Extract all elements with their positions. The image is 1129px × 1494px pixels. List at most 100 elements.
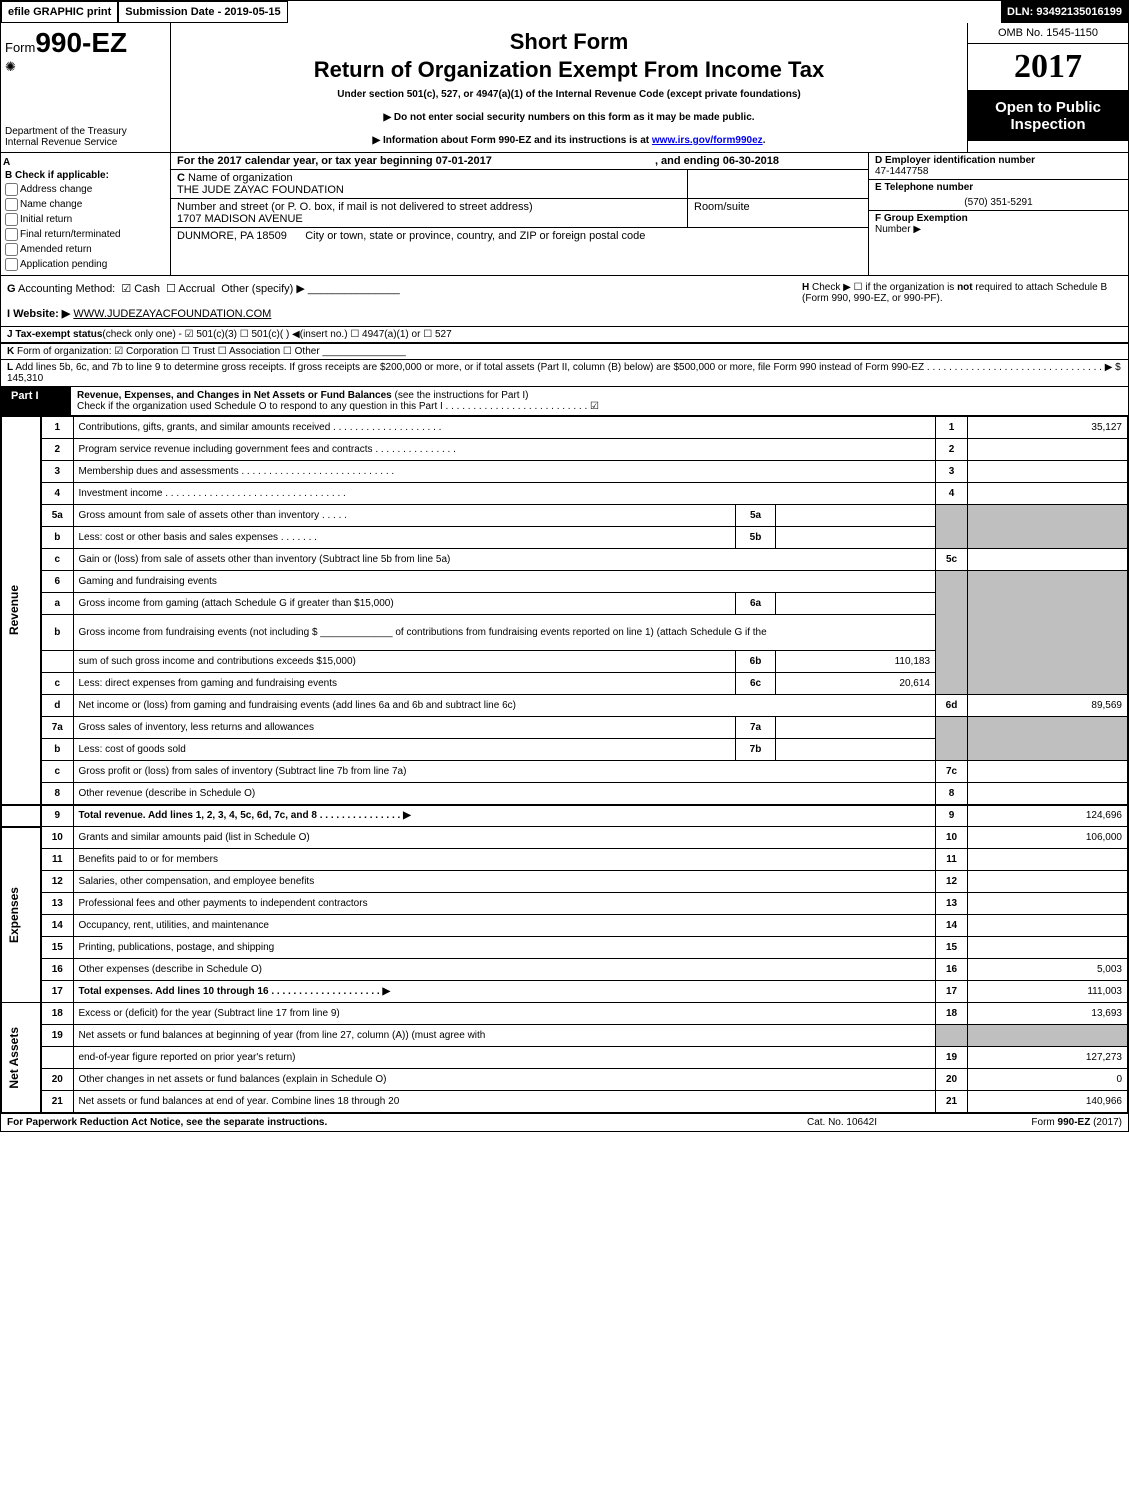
line-num	[41, 1047, 73, 1069]
table-row: 21 Net assets or fund balances at end of…	[2, 1091, 1128, 1113]
line-num	[41, 651, 73, 673]
l-label: L	[7, 362, 13, 373]
line-rnum: 8	[936, 783, 968, 805]
checkbox-address-change[interactable]	[5, 183, 18, 196]
line-desc: Total expenses. Add lines 10 through 16 …	[73, 981, 936, 1003]
line-desc: Net assets or fund balances at beginning…	[73, 1025, 936, 1047]
b-text: Check if applicable:	[15, 170, 109, 181]
section-b-checkboxes: A B Check if applicable: Address change …	[1, 153, 171, 275]
footer-right: Form 990-EZ (2017)	[942, 1117, 1122, 1128]
line-num: 2	[41, 439, 73, 461]
l17-desc: Total expenses. Add lines 10 through 16	[79, 986, 269, 997]
line-desc: Gain or (loss) from sale of assets other…	[73, 549, 936, 571]
table-row: 6 Gaming and fundraising events	[2, 571, 1128, 593]
line-rnum: 12	[936, 871, 968, 893]
line-rnum: 10	[936, 827, 968, 849]
checkbox-initial-return[interactable]	[5, 213, 18, 226]
department-label: Department of the Treasury Internal Reve…	[5, 126, 166, 148]
part-1-header: Part I Revenue, Expenses, and Changes in…	[1, 387, 1128, 416]
line-desc: Program service revenue including govern…	[73, 439, 936, 461]
line-num: 8	[41, 783, 73, 805]
part-1-title: Revenue, Expenses, and Changes in Net As…	[71, 387, 1128, 415]
line-desc: Other revenue (describe in Schedule O)	[73, 783, 936, 805]
line-desc: Grants and similar amounts paid (list in…	[73, 827, 936, 849]
part-1-title-text: Revenue, Expenses, and Changes in Net As…	[77, 390, 395, 401]
phone-value: (570) 351-5291	[875, 197, 1122, 208]
city-label: City or town, state or province, country…	[305, 230, 645, 242]
k-text: Form of organization: ☑ Corporation ☐ Tr…	[17, 346, 320, 357]
line-mnum: 5a	[736, 505, 776, 527]
irs-link[interactable]: www.irs.gov/form990ez	[652, 135, 763, 146]
h-text: Check ▶ ☐ if the organization is	[812, 282, 957, 293]
c-text: Name of organization	[188, 172, 293, 184]
line-rval	[968, 549, 1128, 571]
table-row: 14 Occupancy, rent, utilities, and maint…	[2, 915, 1128, 937]
h-check: H Check ▶ ☐ if the organization is not r…	[802, 282, 1122, 320]
form-title: Return of Organization Exempt From Incom…	[181, 57, 957, 83]
line-num: 6	[41, 571, 73, 593]
short-form-label: Short Form	[181, 29, 957, 55]
line-desc: Benefits paid to or for members	[73, 849, 936, 871]
line-desc: Gross sales of inventory, less returns a…	[73, 717, 736, 739]
header-left: Form990-EZ ✺ Department of the Treasury …	[1, 23, 171, 152]
footer-left: For Paperwork Reduction Act Notice, see …	[7, 1117, 742, 1128]
line-rnum: 1	[936, 417, 968, 439]
checkbox-amended-return[interactable]	[5, 243, 18, 256]
checkbox-application-pending[interactable]	[5, 258, 18, 271]
g-other: Other (specify) ▶	[221, 283, 305, 295]
side-label-netassets: Net Assets	[7, 1027, 21, 1089]
line-num: 3	[41, 461, 73, 483]
cb-label-1: Name change	[20, 199, 82, 210]
label-b: B	[5, 170, 12, 181]
line-num: d	[41, 695, 73, 717]
a-text: For the 2017 calendar year, or tax year …	[177, 155, 492, 167]
line-rnum: 18	[936, 1003, 968, 1025]
e-label: E Telephone number	[875, 182, 973, 193]
line-rval	[968, 915, 1128, 937]
line-desc: Less: direct expenses from gaming and fu…	[73, 673, 736, 695]
table-row: Net Assets 18 Excess or (deficit) for th…	[2, 1003, 1128, 1025]
section-a-mid: For the 2017 calendar year, or tax year …	[171, 153, 868, 275]
line-rval	[968, 849, 1128, 871]
form-no-big: 990-EZ	[35, 27, 127, 58]
line-rval	[968, 483, 1128, 505]
row-j: J Tax-exempt status(check only one) - ☑ …	[1, 327, 1128, 344]
table-row: Revenue 1 Contributions, gifts, grants, …	[2, 417, 1128, 439]
dept-line-1: Department of the Treasury	[5, 126, 166, 137]
line-desc: Net income or (loss) from gaming and fun…	[73, 695, 936, 717]
table-row: 12 Salaries, other compensation, and emp…	[2, 871, 1128, 893]
line-rval: 89,569	[968, 695, 1128, 717]
checkbox-final-return[interactable]	[5, 228, 18, 241]
line-num: 9	[41, 805, 73, 827]
line-rnum: 17	[936, 981, 968, 1003]
line-mnum: 5b	[736, 527, 776, 549]
line-num: 5a	[41, 505, 73, 527]
line-rval	[968, 761, 1128, 783]
line-num: 20	[41, 1069, 73, 1091]
k-label: K	[7, 346, 14, 357]
open-to-public: Open to Public Inspection	[968, 91, 1128, 141]
shaded-cell	[936, 1025, 968, 1047]
line-num: 4	[41, 483, 73, 505]
header-row: Form990-EZ ✺ Department of the Treasury …	[1, 23, 1128, 153]
checkbox-name-change[interactable]	[5, 198, 18, 211]
line-desc: Gross income from fundraising events (no…	[73, 615, 936, 651]
line-desc: Contributions, gifts, grants, and simila…	[73, 417, 936, 439]
org-name-cell: C Name of organization THE JUDE ZAYAC FO…	[171, 170, 688, 198]
line-desc: Net assets or fund balances at end of ye…	[73, 1091, 936, 1113]
line-rnum: 11	[936, 849, 968, 871]
d-label: D Employer identification number	[875, 155, 1035, 166]
line-mnum: 6c	[736, 673, 776, 695]
line-mnum: 6a	[736, 593, 776, 615]
line-rnum: 14	[936, 915, 968, 937]
table-row: 15 Printing, publications, postage, and …	[2, 937, 1128, 959]
line-desc: Less: cost or other basis and sales expe…	[73, 527, 736, 549]
line-mval	[776, 505, 936, 527]
table-row: 3 Membership dues and assessments . . . …	[2, 461, 1128, 483]
line-desc: Other changes in net assets or fund bala…	[73, 1069, 936, 1091]
line-rnum: 4	[936, 483, 968, 505]
line-desc: Total revenue. Add lines 1, 2, 3, 4, 5c,…	[73, 805, 936, 827]
line-mval	[776, 527, 936, 549]
cb-label-3: Final return/terminated	[20, 229, 121, 240]
line-num: 16	[41, 959, 73, 981]
